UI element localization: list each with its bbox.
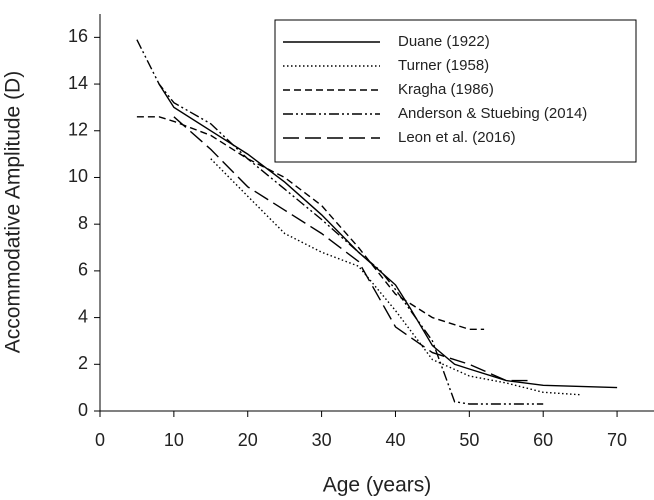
series-line — [210, 158, 581, 396]
x-tick-label: 0 — [95, 430, 105, 450]
x-tick-label: 70 — [607, 430, 627, 450]
y-tick-label: 12 — [68, 120, 88, 140]
y-tick-label: 2 — [78, 353, 88, 373]
x-tick-label: 10 — [164, 430, 184, 450]
x-tick-label: 60 — [533, 430, 553, 450]
x-tick-label: 40 — [385, 430, 405, 450]
series-line — [173, 116, 529, 382]
series-line — [136, 39, 544, 405]
series-line — [158, 83, 618, 389]
x-axis-title: Age (years) — [323, 474, 432, 497]
y-tick-label: 8 — [78, 213, 88, 233]
y-tick-label: 6 — [78, 260, 88, 280]
legend-label: Kragha (1986) — [398, 81, 494, 98]
y-tick-label: 10 — [68, 166, 88, 186]
y-tick-label: 0 — [78, 400, 88, 420]
x-tick-label: 50 — [459, 430, 479, 450]
y-tick-label: 16 — [68, 26, 88, 46]
x-tick-label: 30 — [312, 430, 332, 450]
legend-label: Leon et al. (2016) — [398, 129, 516, 146]
legend-label: Anderson & Stuebing (2014) — [398, 105, 587, 122]
legend-label: Turner (1958) — [398, 57, 489, 74]
y-tick-label: 4 — [78, 306, 88, 326]
y-axis-title: Accommodative Amplitude (D) — [2, 71, 25, 353]
series-line — [136, 116, 485, 330]
x-tick-label: 20 — [238, 430, 258, 450]
y-tick-label: 14 — [68, 73, 88, 93]
legend-label: Duane (1922) — [398, 33, 490, 50]
